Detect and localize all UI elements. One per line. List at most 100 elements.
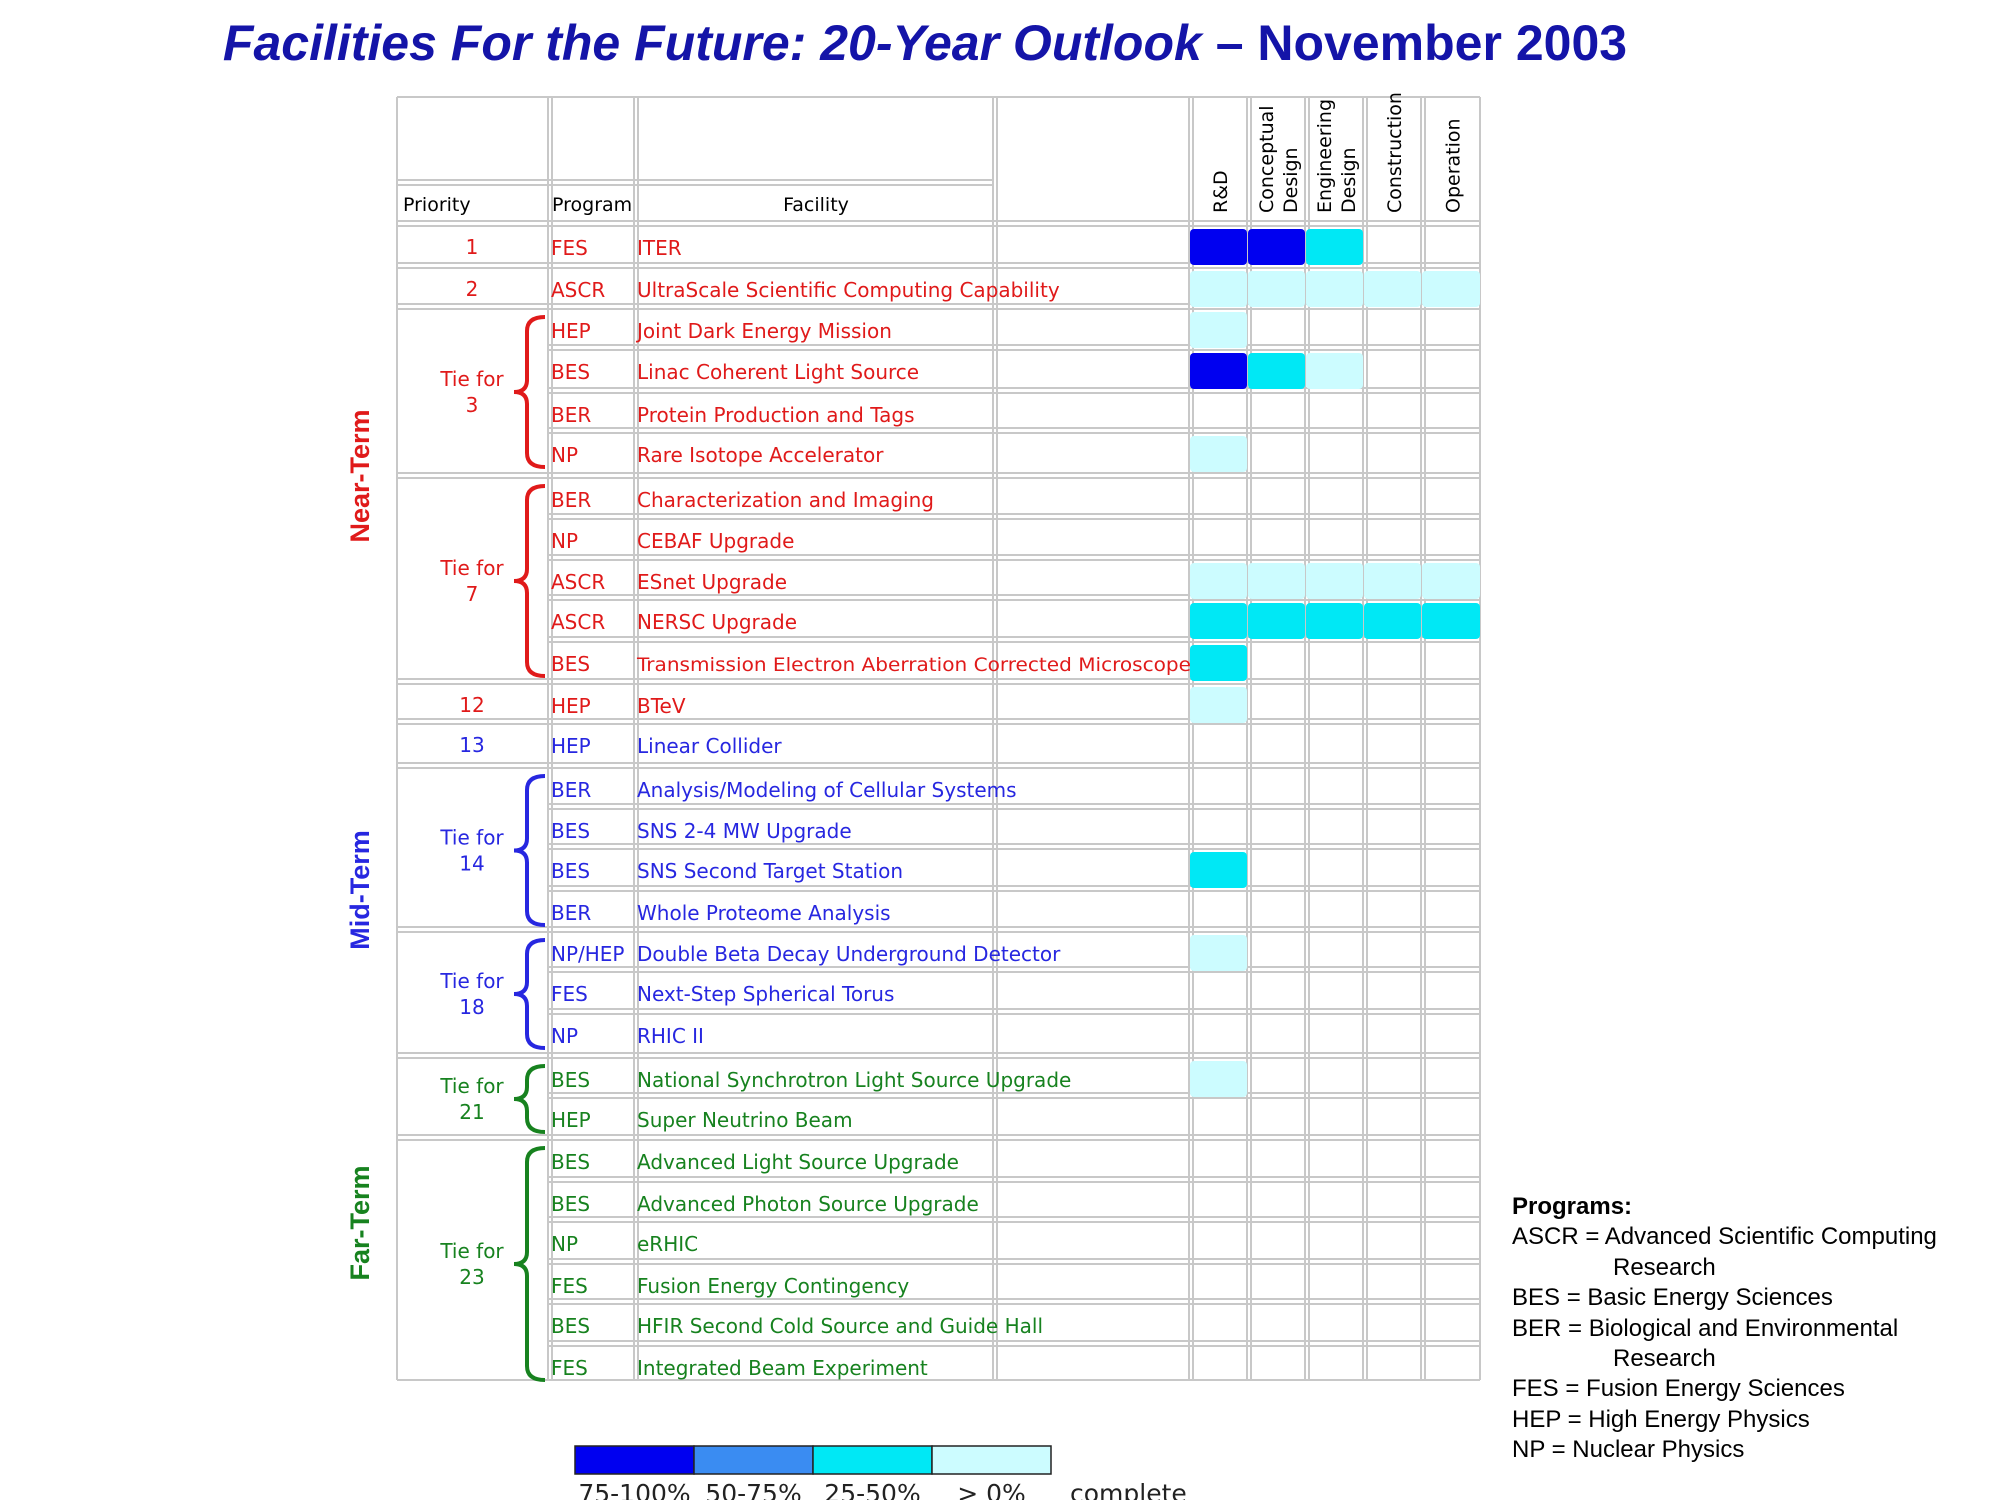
stage-cell-0 bbox=[1364, 271, 1421, 307]
stage-header: Operation bbox=[1443, 118, 1465, 213]
program-cell: HEP bbox=[551, 694, 591, 718]
facility-cell: Characterization and Imaging bbox=[637, 488, 934, 512]
stage-cell-2550 bbox=[1248, 353, 1305, 389]
stage-cell-0 bbox=[1190, 935, 1247, 971]
priority-label: 1 bbox=[466, 235, 479, 259]
stage-cell-0 bbox=[1190, 563, 1247, 599]
program-cell: BES bbox=[551, 1192, 590, 1216]
stage-cell-2550 bbox=[1190, 645, 1247, 681]
bracket-icon bbox=[513, 484, 546, 678]
program-cell: NP/HEP bbox=[551, 942, 625, 966]
legend-swatch bbox=[931, 1445, 1052, 1475]
program-cell: NP bbox=[551, 1024, 578, 1048]
priority-label: 23 bbox=[459, 1265, 484, 1289]
program-cell: FES bbox=[551, 1274, 588, 1298]
program-cell: HEP bbox=[551, 319, 591, 343]
stage-cell-2550 bbox=[1190, 603, 1247, 639]
facility-cell: Double Beta Decay Underground Detector bbox=[637, 942, 1061, 966]
facility-cell: Linear Collider bbox=[637, 734, 782, 758]
facility-cell: National Synchrotron Light Source Upgrad… bbox=[637, 1068, 1071, 1092]
term-label-near-term: Near-Term bbox=[345, 409, 375, 542]
priority-label: 21 bbox=[459, 1100, 484, 1124]
legend-label: 75-100% bbox=[578, 1479, 690, 1500]
stage-cell-0 bbox=[1248, 563, 1305, 599]
bracket-icon bbox=[513, 938, 546, 1050]
program-cell: BES bbox=[551, 1314, 590, 1338]
stage-cell-0 bbox=[1190, 271, 1247, 307]
priority-label: 14 bbox=[459, 852, 484, 876]
priority-label: 13 bbox=[459, 733, 484, 757]
stage-header: Design bbox=[1338, 147, 1360, 213]
program-cell: BER bbox=[551, 901, 591, 925]
bracket-icon bbox=[513, 1064, 546, 1134]
program-cell: NP bbox=[551, 1232, 578, 1256]
program-cell: ASCR bbox=[551, 278, 605, 302]
legend-label: > 0% bbox=[957, 1479, 1026, 1500]
facility-cell: Rare Isotope Accelerator bbox=[637, 443, 884, 467]
programs-legend-line: HEP = High Energy Physics bbox=[1512, 1405, 1810, 1433]
program-cell: FES bbox=[551, 982, 588, 1006]
stage-cell-0 bbox=[1422, 271, 1480, 307]
programs-legend-line: NP = Nuclear Physics bbox=[1512, 1436, 1745, 1464]
legend-label: 25-50% bbox=[824, 1479, 920, 1500]
programs-legend: Programs: ASCR = Advanced Scientific Com… bbox=[1512, 1192, 1937, 1466]
stage-cell-0 bbox=[1190, 436, 1247, 472]
facility-cell: Joint Dark Energy Mission bbox=[635, 319, 892, 343]
priority-label: Tie for bbox=[439, 1239, 504, 1263]
legend-label: 50-75% bbox=[705, 1479, 801, 1500]
facility-cell: Linac Coherent Light Source bbox=[637, 360, 919, 384]
stage-cell-0 bbox=[1306, 353, 1363, 389]
program-cell: BER bbox=[551, 488, 591, 512]
program-cell: HEP bbox=[551, 734, 591, 758]
stage-cell-2550 bbox=[1190, 852, 1247, 888]
facility-cell: Transmission Electron Aberration Correct… bbox=[636, 654, 1191, 676]
programs-legend-line: Research bbox=[1613, 1345, 1716, 1373]
programs-legend-line: FES = Fusion Energy Sciences bbox=[1512, 1375, 1845, 1403]
stage-cell-0 bbox=[1364, 563, 1421, 599]
program-cell: BES bbox=[551, 360, 590, 384]
stage-header: Conceptual bbox=[1256, 105, 1278, 213]
facility-cell: CEBAF Upgrade bbox=[637, 529, 794, 553]
stage-cell-75100 bbox=[1190, 229, 1247, 265]
programs-legend-line: BES = Basic Energy Sciences bbox=[1512, 1284, 1833, 1312]
bracket-icon bbox=[513, 1146, 546, 1382]
stage-header: Design bbox=[1280, 147, 1302, 213]
programs-legend-line: BER = Biological and Environmental bbox=[1512, 1314, 1899, 1342]
facility-cell: Integrated Beam Experiment bbox=[637, 1356, 928, 1380]
facility-cell: Whole Proteome Analysis bbox=[637, 901, 891, 925]
stage-cell-2550 bbox=[1422, 603, 1480, 639]
program-cell: NP bbox=[551, 443, 578, 467]
facility-cell: SNS 2-4 MW Upgrade bbox=[637, 819, 852, 843]
facility-cell: Advanced Photon Source Upgrade bbox=[637, 1192, 979, 1216]
bracket-icon bbox=[513, 315, 546, 469]
priority-label: Tie for bbox=[439, 826, 504, 850]
program-cell: BES bbox=[551, 652, 590, 676]
stage-cell-0 bbox=[1190, 687, 1247, 723]
title-date: – November 2003 bbox=[1201, 15, 1628, 71]
facility-cell: Protein Production and Tags bbox=[637, 403, 915, 427]
program-cell: BER bbox=[551, 778, 591, 802]
stage-cell-0 bbox=[1190, 312, 1247, 348]
programs-legend-lines: ASCR = Advanced Scientific Computing Rese… bbox=[1512, 1222, 1937, 1465]
programs-legend-title: Programs: bbox=[1512, 1193, 1633, 1220]
term-label-far-term: Far-Term bbox=[345, 1165, 375, 1280]
program-cell: ASCR bbox=[551, 610, 605, 634]
facility-cell: UltraScale Scientific Computing Capabili… bbox=[637, 278, 1060, 302]
facility-cell: Next-Step Spherical Torus bbox=[637, 982, 894, 1006]
program-cell: BES bbox=[551, 819, 590, 843]
facility-cell: eRHIC bbox=[637, 1232, 698, 1256]
stage-cell-0 bbox=[1422, 563, 1480, 599]
priority-label: 18 bbox=[459, 995, 484, 1019]
stage-cell-0 bbox=[1306, 563, 1363, 599]
facility-cell: BTeV bbox=[637, 694, 686, 718]
programs-legend-line: ASCR = Advanced Scientific Computing bbox=[1512, 1223, 1937, 1251]
stage-cell-0 bbox=[1306, 271, 1363, 307]
priority-label: Tie for bbox=[439, 367, 504, 391]
header-program: Program bbox=[552, 194, 632, 216]
priority-label: 2 bbox=[466, 277, 479, 301]
stage-header: Construction bbox=[1384, 92, 1406, 213]
stage-header: Engineering bbox=[1314, 99, 1336, 213]
program-cell: FES bbox=[551, 236, 588, 260]
facility-cell: NERSC Upgrade bbox=[637, 610, 797, 634]
